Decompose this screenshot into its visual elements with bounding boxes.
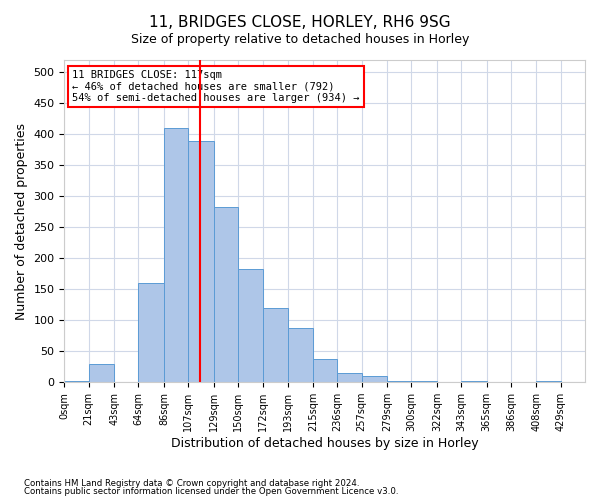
Text: 11 BRIDGES CLOSE: 117sqm
← 46% of detached houses are smaller (792)
54% of semi-: 11 BRIDGES CLOSE: 117sqm ← 46% of detach…: [72, 70, 360, 103]
Bar: [287, 328, 313, 382]
Bar: [412, 381, 437, 382]
X-axis label: Distribution of detached houses by size in Horley: Distribution of detached houses by size …: [171, 437, 479, 450]
Bar: [461, 381, 487, 382]
Text: 11, BRIDGES CLOSE, HORLEY, RH6 9SG: 11, BRIDGES CLOSE, HORLEY, RH6 9SG: [149, 15, 451, 30]
Bar: [263, 308, 287, 382]
Bar: [387, 381, 412, 382]
Bar: [164, 128, 188, 382]
Bar: [188, 140, 214, 382]
Bar: [536, 381, 561, 382]
Bar: [313, 358, 337, 382]
Y-axis label: Number of detached properties: Number of detached properties: [15, 122, 28, 320]
Bar: [89, 364, 114, 382]
Text: Contains HM Land Registry data © Crown copyright and database right 2024.: Contains HM Land Registry data © Crown c…: [24, 478, 359, 488]
Bar: [362, 376, 387, 382]
Bar: [238, 269, 263, 382]
Bar: [139, 283, 164, 382]
Bar: [214, 207, 238, 382]
Bar: [64, 381, 89, 382]
Text: Size of property relative to detached houses in Horley: Size of property relative to detached ho…: [131, 32, 469, 46]
Bar: [337, 373, 362, 382]
Text: Contains public sector information licensed under the Open Government Licence v3: Contains public sector information licen…: [24, 487, 398, 496]
